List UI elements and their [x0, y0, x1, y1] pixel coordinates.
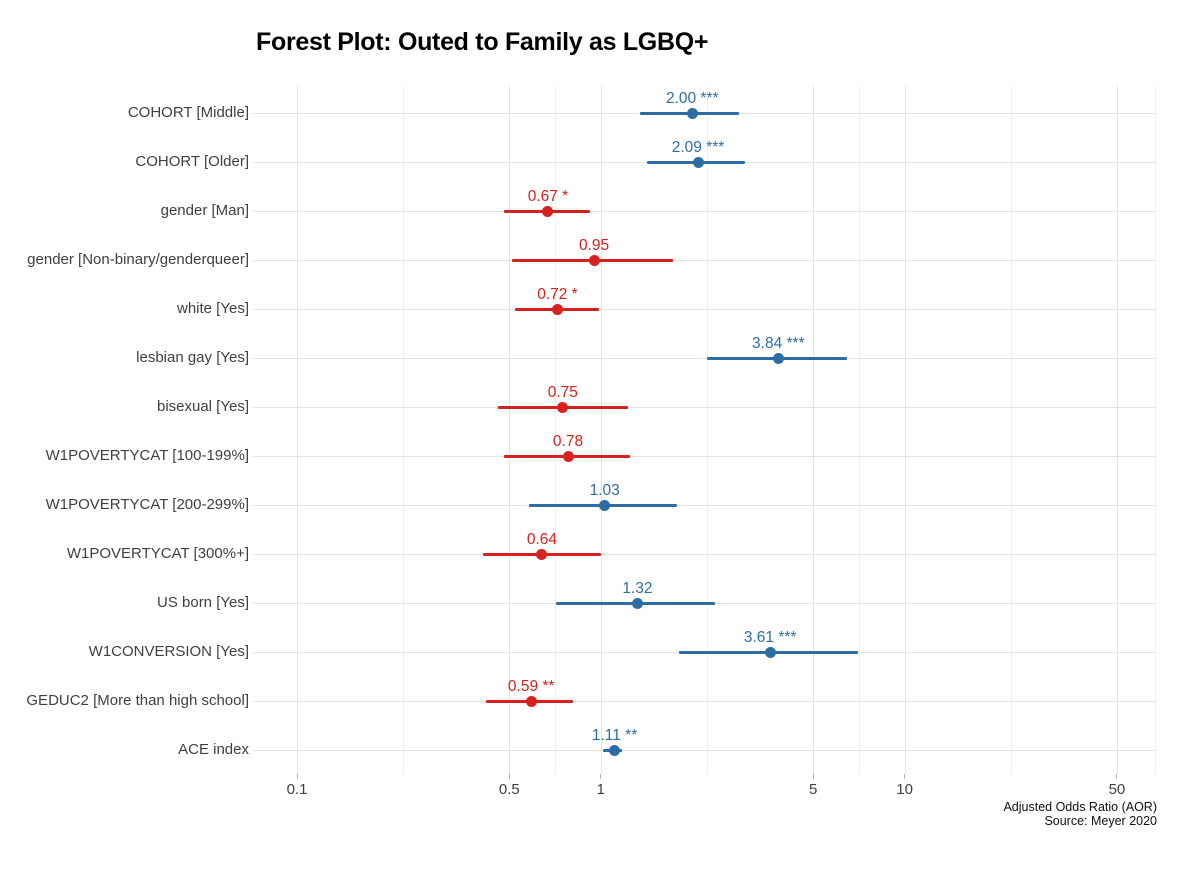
gridline-v-minor: [555, 86, 557, 774]
x-axis-tick: [600, 774, 602, 779]
gridline-h: [253, 554, 1156, 555]
point-estimate-marker: [692, 156, 704, 168]
estimate-label: 0.64: [526, 531, 557, 548]
gridline-h: [253, 456, 1156, 457]
gridline-v-major: [509, 86, 511, 774]
plot-panel: 2.00 *** 2.09 *** 0.67 * 0.95 0.72 * 3.84 ***…: [253, 86, 1156, 774]
y-axis-label: COHORT [Middle]: [127, 104, 249, 121]
y-axis-label: bisexual [Yes]: [156, 398, 249, 415]
point-estimate-marker: [686, 107, 698, 119]
point-estimate-marker: [772, 352, 784, 364]
gridline-v-minor: [706, 86, 708, 774]
x-axis-tick-label: 0.5: [498, 781, 520, 798]
gridline-v-major: [297, 86, 298, 774]
point-estimate-marker: [609, 744, 621, 756]
estimate-label: 0.95: [578, 237, 610, 254]
x-axis-tick-label: 1: [596, 781, 605, 798]
gridline-v-minor: [1010, 86, 1012, 774]
gridline-v-major: [813, 86, 815, 774]
y-axis-label: gender [Non-binary/genderqueer]: [27, 251, 249, 268]
point-estimate-marker: [542, 205, 554, 217]
source-note: Source: Meyer 2020: [1044, 814, 1157, 828]
y-axis-label: W1CONVERSION [Yes]: [88, 643, 249, 660]
y-axis-label: gender [Man]: [160, 202, 249, 219]
gridline-h: [253, 260, 1156, 261]
point-estimate-marker: [631, 597, 643, 609]
gridline-v-major: [1116, 86, 1118, 774]
gridline-v-minor: [858, 86, 860, 774]
estimate-label: 1.32: [622, 580, 653, 597]
point-estimate-marker: [588, 254, 600, 266]
gridline-h: [253, 750, 1156, 751]
y-axis-label: white [Yes]: [177, 300, 249, 317]
gridline-v-major: [904, 86, 906, 774]
x-axis-tick-label: 50: [1108, 781, 1126, 798]
point-estimate-marker: [562, 450, 574, 462]
estimate-label: 0.78: [552, 433, 584, 450]
gridline-h: [253, 211, 1156, 212]
point-estimate-marker: [525, 695, 537, 707]
point-estimate-marker: [551, 303, 563, 315]
point-estimate-marker: [536, 548, 548, 560]
y-axis-label: W1POVERTYCAT [200-299%]: [45, 496, 249, 513]
estimate-label: 0.59 **: [507, 678, 555, 695]
x-axis-tick-label: 5: [808, 781, 818, 798]
x-axis-tick: [508, 774, 510, 779]
y-axis-label: W1POVERTYCAT [100-199%]: [45, 447, 249, 464]
estimate-label: 3.61 ***: [743, 629, 797, 646]
estimate-label: 0.75: [547, 384, 578, 401]
gridline-v-major: [600, 86, 602, 774]
estimate-label: 1.11 **: [591, 727, 638, 744]
estimate-label: 2.00 ***: [665, 90, 719, 107]
estimate-label: 2.09 ***: [671, 139, 725, 156]
point-estimate-marker: [599, 499, 611, 511]
plot-caption: Adjusted Odds Ratio (AOR) Source: Meyer …: [1003, 800, 1157, 828]
x-axis-tick: [1116, 774, 1118, 779]
x-axis-tick-label: 10: [896, 781, 913, 798]
x-axis-tick: [296, 774, 298, 779]
estimate-label: 0.72 *: [537, 286, 578, 303]
gridline-h: [253, 407, 1156, 408]
gridline-h: [253, 309, 1156, 310]
estimate-label: 3.84 ***: [752, 335, 805, 352]
x-axis-title: Adjusted Odds Ratio (AOR): [1003, 800, 1157, 814]
plot-title: Forest Plot: Outed to Family as LGBQ+: [256, 28, 709, 56]
y-axis-label: COHORT [Older]: [135, 153, 249, 170]
x-axis-tick: [904, 774, 906, 779]
gridline-v-minor: [403, 86, 405, 774]
x-axis-tick: [812, 774, 814, 779]
gridline-v-minor: [1155, 86, 1156, 774]
gridline-h: [253, 358, 1156, 359]
y-axis-label: GEDUC2 [More than high school]: [26, 692, 249, 709]
estimate-label: 1.03: [589, 482, 620, 499]
point-estimate-marker: [764, 646, 776, 658]
gridline-h: [253, 505, 1156, 506]
gridline-h: [253, 701, 1156, 702]
point-estimate-marker: [557, 401, 569, 413]
y-axis-label: US born [Yes]: [157, 594, 249, 611]
x-axis-tick-label: 0.1: [286, 781, 308, 798]
y-axis-label: lesbian gay [Yes]: [136, 349, 249, 366]
y-axis-label: W1POVERTYCAT [300%+]: [66, 545, 249, 562]
y-axis-label: ACE index: [178, 741, 249, 758]
estimate-label: 0.67 *: [527, 188, 569, 205]
